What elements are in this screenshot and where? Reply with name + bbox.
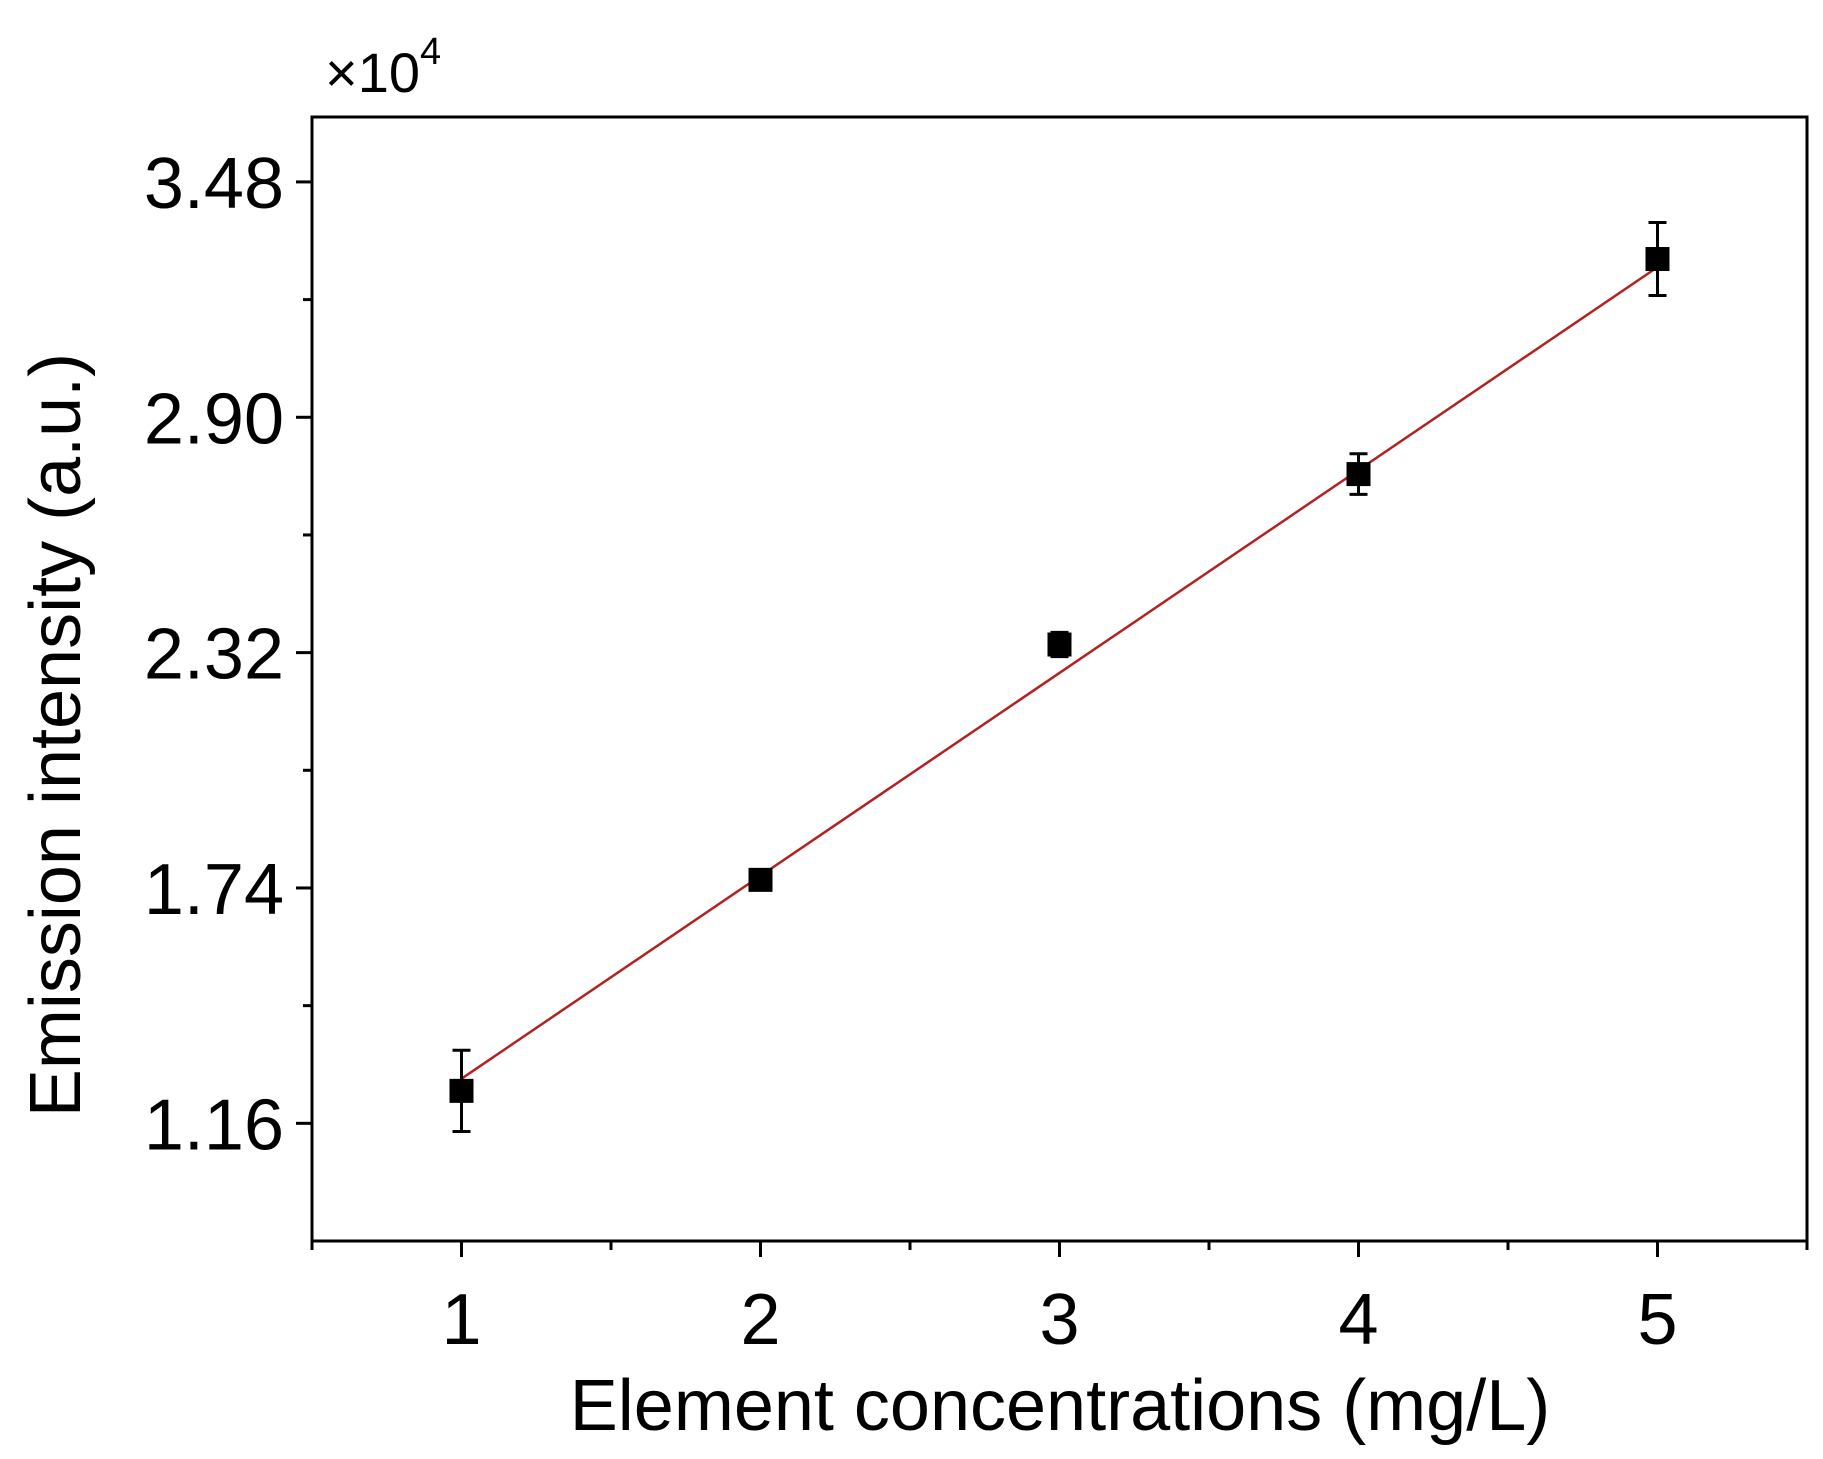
y-tick-label: 1.74 [144, 850, 284, 930]
y-axis-multiplier: ×104 [325, 31, 441, 104]
y-axis-title: Emission intensity (a.u.) [16, 353, 96, 1117]
y-tick-label: 2.90 [144, 379, 284, 459]
fit-line [460, 266, 1659, 1080]
y-axis-multiplier-base: ×10 [325, 41, 420, 104]
y-tick-label: 3.48 [144, 144, 284, 224]
x-axis: 1 2 3 4 5 [310, 1241, 1809, 1360]
x-tick-label: 5 [1637, 1280, 1677, 1360]
y-tick-label: 2.32 [144, 615, 284, 695]
data-point [1047, 632, 1072, 657]
data-point [1645, 247, 1670, 272]
y-axis-multiplier-exponent: 4 [420, 31, 441, 73]
x-tick-label: 1 [441, 1280, 481, 1360]
y-axis: 1.16 1.74 2.32 2.90 3.48 [144, 144, 312, 1165]
x-tick-label: 4 [1338, 1280, 1378, 1360]
plot-area-frame [310, 115, 1809, 1243]
data-point [1346, 462, 1371, 487]
y-tick-label: 1.16 [144, 1085, 284, 1165]
data-point [748, 867, 773, 892]
data-points-layer [449, 221, 1670, 1133]
x-tick-label: 2 [740, 1280, 780, 1360]
x-tick-label: 3 [1039, 1280, 1079, 1360]
fit-line-layer [460, 266, 1659, 1080]
x-axis-title: Element concentrations (mg/L) [570, 1366, 1550, 1446]
data-point [449, 1078, 474, 1103]
